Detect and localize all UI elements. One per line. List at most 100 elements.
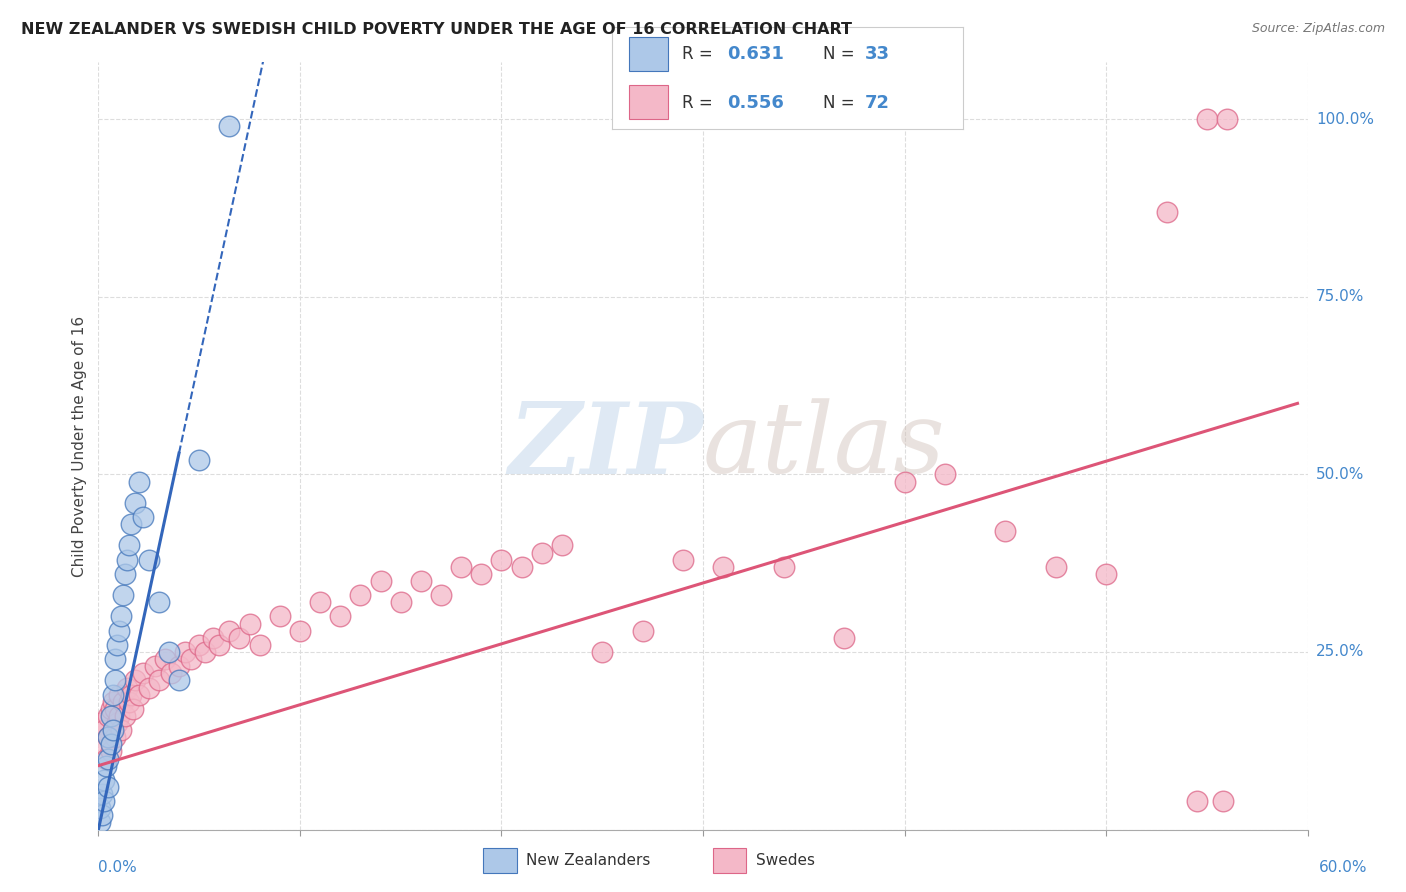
Y-axis label: Child Poverty Under the Age of 16: Child Poverty Under the Age of 16	[72, 316, 87, 576]
Point	[114, 566, 136, 581]
Bar	[713, 848, 747, 873]
Text: R =: R =	[682, 94, 718, 112]
Bar	[630, 37, 668, 70]
Point	[93, 794, 115, 808]
Point	[288, 624, 311, 638]
Point	[153, 652, 176, 666]
Point	[97, 751, 120, 765]
Point	[114, 709, 136, 723]
Point	[349, 588, 371, 602]
Point	[115, 552, 138, 566]
Text: atlas: atlas	[703, 399, 946, 493]
Point	[772, 559, 794, 574]
Text: N =: N =	[823, 45, 859, 63]
Point	[101, 695, 124, 709]
Point	[269, 609, 291, 624]
Point	[591, 645, 613, 659]
Text: 75.0%: 75.0%	[1316, 289, 1364, 304]
Point	[89, 801, 111, 815]
Point	[510, 559, 533, 574]
Point	[711, 559, 734, 574]
Point	[239, 616, 262, 631]
Text: 50.0%: 50.0%	[1316, 467, 1364, 482]
Text: 0.0%: 0.0%	[98, 860, 138, 875]
Point	[470, 566, 492, 581]
Point	[118, 538, 141, 552]
Point	[107, 688, 129, 702]
Point	[132, 510, 155, 524]
Point	[120, 688, 142, 702]
Point	[103, 673, 125, 688]
Point	[188, 638, 211, 652]
Bar	[630, 86, 668, 119]
Point	[631, 624, 654, 638]
Text: 60.0%: 60.0%	[1319, 860, 1367, 875]
Point	[96, 758, 118, 772]
Text: NEW ZEALANDER VS SWEDISH CHILD POVERTY UNDER THE AGE OF 16 CORRELATION CHART: NEW ZEALANDER VS SWEDISH CHILD POVERTY U…	[21, 22, 852, 37]
Text: 72: 72	[865, 94, 890, 112]
Point	[530, 545, 553, 559]
Point	[91, 808, 114, 822]
Point	[180, 652, 202, 666]
Point	[96, 751, 118, 765]
Point	[167, 673, 190, 688]
Point	[100, 709, 122, 723]
Point	[194, 645, 217, 659]
Point	[309, 595, 332, 609]
Point	[138, 552, 160, 566]
Point	[120, 517, 142, 532]
Point	[111, 695, 134, 709]
Point	[249, 638, 271, 652]
Point	[1156, 204, 1178, 219]
Point	[101, 688, 124, 702]
Point	[1045, 559, 1067, 574]
Text: 0.556: 0.556	[728, 94, 785, 112]
Text: 0.631: 0.631	[728, 45, 785, 63]
Bar	[484, 848, 516, 873]
Point	[97, 709, 120, 723]
Point	[1216, 112, 1239, 127]
Text: New Zealanders: New Zealanders	[526, 854, 651, 868]
Point	[105, 638, 128, 652]
Point	[389, 595, 412, 609]
Point	[138, 681, 160, 695]
Text: ZIP: ZIP	[508, 398, 703, 494]
Point	[124, 673, 146, 688]
Point	[89, 716, 111, 731]
Point	[107, 624, 129, 638]
Point	[101, 723, 124, 738]
Point	[370, 574, 392, 588]
Point	[93, 723, 115, 738]
Point	[110, 609, 132, 624]
Point	[934, 467, 956, 482]
Point	[128, 475, 150, 489]
Point	[167, 659, 190, 673]
Point	[148, 595, 170, 609]
Point	[148, 673, 170, 688]
Point	[121, 702, 143, 716]
Point	[672, 552, 695, 566]
Point	[128, 688, 150, 702]
Point	[101, 723, 124, 738]
Point	[100, 702, 122, 716]
Text: R =: R =	[682, 45, 718, 63]
Point	[551, 538, 574, 552]
Point	[157, 645, 180, 659]
Point	[103, 702, 125, 716]
Text: Source: ZipAtlas.com: Source: ZipAtlas.com	[1251, 22, 1385, 36]
Point	[143, 659, 166, 673]
Point	[409, 574, 432, 588]
Point	[202, 631, 225, 645]
Point	[115, 681, 138, 695]
Point	[160, 666, 183, 681]
Point	[103, 652, 125, 666]
Point	[97, 730, 120, 744]
Text: 100.0%: 100.0%	[1316, 112, 1374, 127]
Point	[118, 695, 141, 709]
Point	[1185, 794, 1208, 808]
Point	[100, 744, 122, 758]
Point	[100, 737, 122, 751]
Point	[111, 588, 134, 602]
Point	[89, 815, 111, 830]
Point	[103, 730, 125, 744]
